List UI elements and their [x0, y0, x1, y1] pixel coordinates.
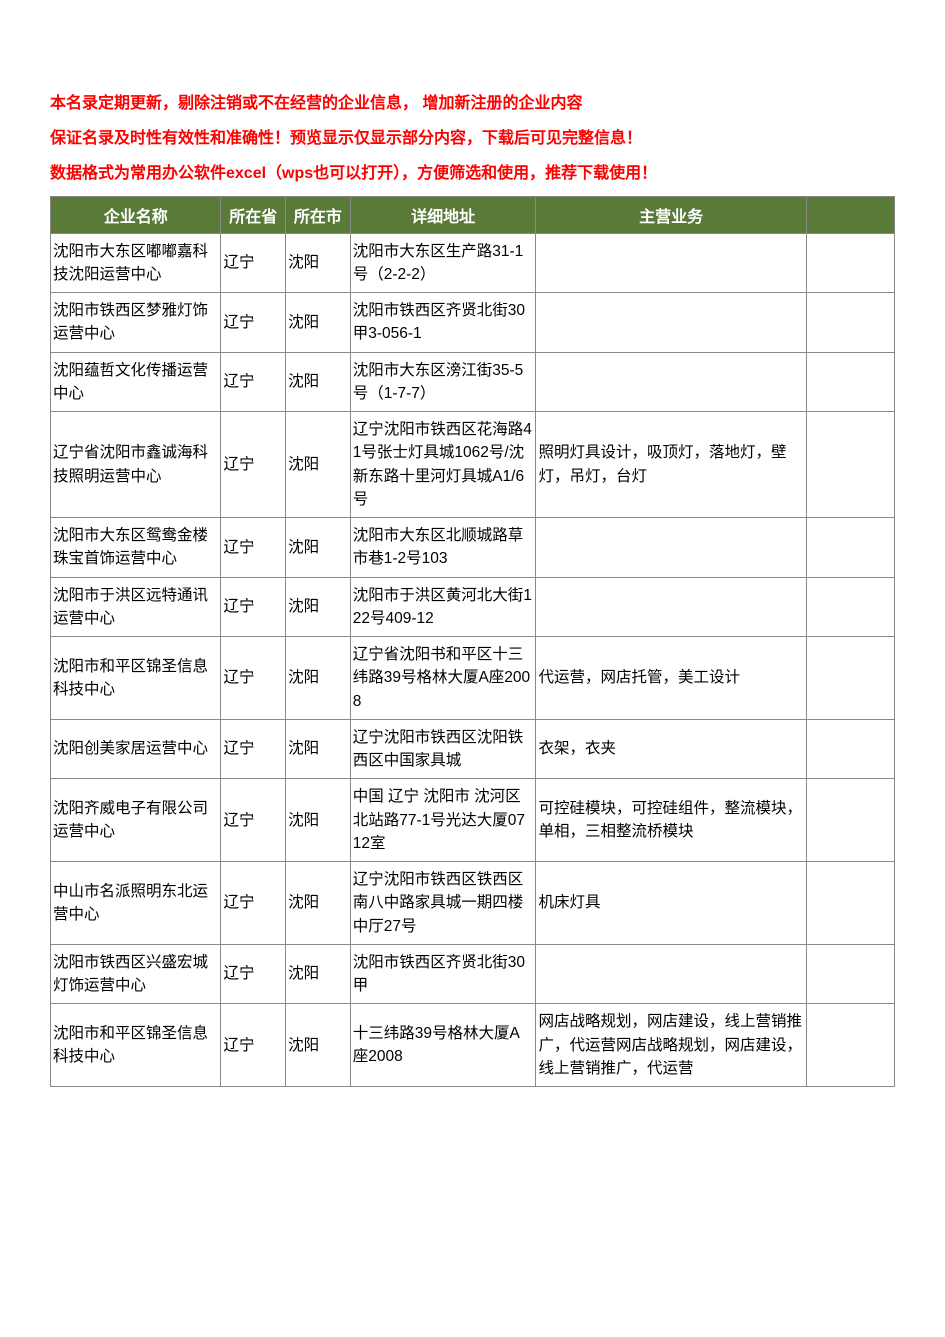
cell-ext [806, 293, 894, 353]
cell-ext [806, 862, 894, 945]
cell-business: 机床灯具 [536, 862, 806, 945]
cell-city: 沈阳 [286, 412, 351, 518]
table-row: 沈阳创美家居运营中心辽宁沈阳辽宁沈阳市铁西区沈阳铁西区中国家具城衣架，衣夹 [51, 719, 895, 779]
cell-city: 沈阳 [286, 518, 351, 578]
cell-ext [806, 779, 894, 862]
cell-name: 沈阳蕴哲文化传播运营中心 [51, 352, 221, 412]
cell-province: 辽宁 [221, 779, 286, 862]
cell-name: 沈阳市和平区锦圣信息科技中心 [51, 1004, 221, 1087]
col-header-name: 企业名称 [51, 196, 221, 233]
cell-ext [806, 1004, 894, 1087]
cell-address: 沈阳市铁西区齐贤北街30甲3-056-1 [350, 293, 536, 353]
cell-city: 沈阳 [286, 233, 351, 293]
cell-business: 可控硅模块，可控硅组件，整流模块，单相，三相整流桥模块 [536, 779, 806, 862]
cell-province: 辽宁 [221, 352, 286, 412]
table-row: 辽宁省沈阳市鑫诚海科技照明运营中心辽宁沈阳辽宁沈阳市铁西区花海路41号张士灯具城… [51, 412, 895, 518]
cell-business [536, 944, 806, 1004]
col-header-province: 所在省 [221, 196, 286, 233]
col-header-business: 主营业务 [536, 196, 806, 233]
cell-ext [806, 518, 894, 578]
table-row: 沈阳市大东区鸳鸯金楼珠宝首饰运营中心辽宁沈阳沈阳市大东区北顺城路草市巷1-2号1… [51, 518, 895, 578]
cell-address: 中国 辽宁 沈阳市 沈河区北站路77-1号光达大厦0712室 [350, 779, 536, 862]
notice-line-2: 保证名录及时性有效性和准确性！预览显示仅显示部分内容，下载后可见完整信息！ [50, 125, 895, 152]
cell-address: 沈阳市于洪区黄河北大街122号409-12 [350, 577, 536, 637]
cell-name: 辽宁省沈阳市鑫诚海科技照明运营中心 [51, 412, 221, 518]
cell-name: 中山市名派照明东北运营中心 [51, 862, 221, 945]
cell-ext [806, 352, 894, 412]
cell-business: 衣架，衣夹 [536, 719, 806, 779]
cell-address: 沈阳市大东区滂江街35-5号（1-7-7） [350, 352, 536, 412]
col-header-city: 所在市 [286, 196, 351, 233]
table-row: 沈阳市于洪区远特通讯运营中心辽宁沈阳沈阳市于洪区黄河北大街122号409-12 [51, 577, 895, 637]
table-row: 沈阳齐威电子有限公司运营中心辽宁沈阳中国 辽宁 沈阳市 沈河区北站路77-1号光… [51, 779, 895, 862]
cell-province: 辽宁 [221, 944, 286, 1004]
table-body: 沈阳市大东区嘟嘟嘉科技沈阳运营中心辽宁沈阳沈阳市大东区生产路31-1号（2-2-… [51, 233, 895, 1087]
table-row: 中山市名派照明东北运营中心辽宁沈阳辽宁沈阳市铁西区铁西区南八中路家具城一期四楼中… [51, 862, 895, 945]
table-row: 沈阳市铁西区兴盛宏城灯饰运营中心辽宁沈阳沈阳市铁西区齐贤北街30甲 [51, 944, 895, 1004]
cell-province: 辽宁 [221, 233, 286, 293]
cell-province: 辽宁 [221, 719, 286, 779]
cell-business [536, 577, 806, 637]
cell-ext [806, 719, 894, 779]
cell-city: 沈阳 [286, 1004, 351, 1087]
cell-name: 沈阳齐威电子有限公司运营中心 [51, 779, 221, 862]
cell-ext [806, 412, 894, 518]
cell-province: 辽宁 [221, 1004, 286, 1087]
cell-business [536, 352, 806, 412]
notice-line-3: 数据格式为常用办公软件excel（wps也可以打开），方便筛选和使用，推荐下载使… [50, 160, 895, 187]
cell-city: 沈阳 [286, 352, 351, 412]
cell-province: 辽宁 [221, 862, 286, 945]
cell-province: 辽宁 [221, 412, 286, 518]
cell-address: 十三纬路39号格林大厦A座2008 [350, 1004, 536, 1087]
cell-ext [806, 577, 894, 637]
company-table: 企业名称 所在省 所在市 详细地址 主营业务 沈阳市大东区嘟嘟嘉科技沈阳运营中心… [50, 196, 895, 1088]
table-row: 沈阳市大东区嘟嘟嘉科技沈阳运营中心辽宁沈阳沈阳市大东区生产路31-1号（2-2-… [51, 233, 895, 293]
cell-city: 沈阳 [286, 293, 351, 353]
cell-business: 照明灯具设计，吸顶灯，落地灯，壁灯，吊灯，台灯 [536, 412, 806, 518]
cell-business [536, 293, 806, 353]
cell-city: 沈阳 [286, 862, 351, 945]
cell-business: 代运营，网店托管，美工设计 [536, 637, 806, 720]
cell-name: 沈阳市大东区鸳鸯金楼珠宝首饰运营中心 [51, 518, 221, 578]
cell-ext [806, 944, 894, 1004]
cell-name: 沈阳市铁西区梦雅灯饰运营中心 [51, 293, 221, 353]
cell-address: 辽宁沈阳市铁西区花海路41号张士灯具城1062号/沈新东路十里河灯具城A1/6号 [350, 412, 536, 518]
cell-city: 沈阳 [286, 577, 351, 637]
cell-province: 辽宁 [221, 637, 286, 720]
cell-business [536, 233, 806, 293]
cell-city: 沈阳 [286, 944, 351, 1004]
cell-name: 沈阳创美家居运营中心 [51, 719, 221, 779]
cell-name: 沈阳市和平区锦圣信息科技中心 [51, 637, 221, 720]
cell-city: 沈阳 [286, 637, 351, 720]
cell-business [536, 518, 806, 578]
cell-address: 辽宁省沈阳书和平区十三纬路39号格林大厦A座2008 [350, 637, 536, 720]
table-row: 沈阳市和平区锦圣信息科技中心辽宁沈阳十三纬路39号格林大厦A座2008网店战略规… [51, 1004, 895, 1087]
cell-name: 沈阳市铁西区兴盛宏城灯饰运营中心 [51, 944, 221, 1004]
table-row: 沈阳市和平区锦圣信息科技中心辽宁沈阳辽宁省沈阳书和平区十三纬路39号格林大厦A座… [51, 637, 895, 720]
cell-province: 辽宁 [221, 293, 286, 353]
cell-name: 沈阳市于洪区远特通讯运营中心 [51, 577, 221, 637]
cell-ext [806, 637, 894, 720]
notice-line-1: 本名录定期更新，剔除注销或不在经营的企业信息， 增加新注册的企业内容 [50, 90, 895, 117]
cell-province: 辽宁 [221, 577, 286, 637]
cell-business: 网店战略规划，网店建设，线上营销推广，代运营网店战略规划，网店建设，线上营销推广… [536, 1004, 806, 1087]
table-header-row: 企业名称 所在省 所在市 详细地址 主营业务 [51, 196, 895, 233]
col-header-address: 详细地址 [350, 196, 536, 233]
cell-province: 辽宁 [221, 518, 286, 578]
cell-name: 沈阳市大东区嘟嘟嘉科技沈阳运营中心 [51, 233, 221, 293]
cell-city: 沈阳 [286, 779, 351, 862]
cell-address: 沈阳市大东区北顺城路草市巷1-2号103 [350, 518, 536, 578]
cell-address: 沈阳市铁西区齐贤北街30甲 [350, 944, 536, 1004]
cell-address: 沈阳市大东区生产路31-1号（2-2-2） [350, 233, 536, 293]
col-header-ext [806, 196, 894, 233]
cell-address: 辽宁沈阳市铁西区铁西区南八中路家具城一期四楼中厅27号 [350, 862, 536, 945]
cell-ext [806, 233, 894, 293]
table-row: 沈阳市铁西区梦雅灯饰运营中心辽宁沈阳沈阳市铁西区齐贤北街30甲3-056-1 [51, 293, 895, 353]
notice-block: 本名录定期更新，剔除注销或不在经营的企业信息， 增加新注册的企业内容 保证名录及… [50, 90, 895, 188]
table-row: 沈阳蕴哲文化传播运营中心辽宁沈阳沈阳市大东区滂江街35-5号（1-7-7） [51, 352, 895, 412]
cell-city: 沈阳 [286, 719, 351, 779]
cell-address: 辽宁沈阳市铁西区沈阳铁西区中国家具城 [350, 719, 536, 779]
